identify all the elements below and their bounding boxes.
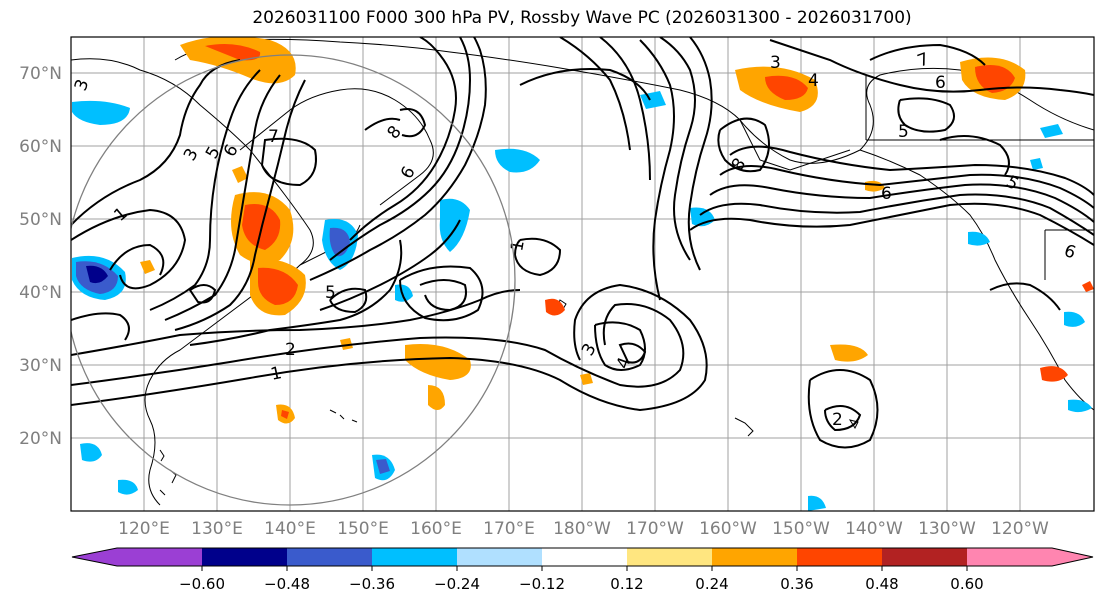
colorbar — [71, 547, 1094, 567]
contour-label-5: 5 — [325, 283, 336, 303]
positive-anomalies — [140, 37, 1094, 424]
anom-neg-pacific-mid — [395, 284, 413, 302]
anom-pos-sea-okhotsk — [232, 166, 248, 183]
pv-contours — [71, 37, 1094, 449]
anom-pos-hawaii-n — [580, 373, 593, 385]
colorbar-bin-5 — [457, 548, 542, 566]
colorbar-bin-6 — [542, 548, 627, 566]
anom-neg-tropics-core — [376, 459, 390, 474]
lat-label-50n: 50°N — [19, 210, 62, 230]
anom-pos-coast — [1082, 281, 1094, 292]
contour-label-4b: 4 — [808, 71, 819, 91]
anom-neg-canada — [1030, 158, 1043, 170]
cb-label-m036: −0.36 — [349, 575, 395, 593]
cb-label-p024: 0.24 — [695, 575, 728, 593]
anom-neg-siberia — [72, 100, 130, 125]
contour-label-3b: 3 — [770, 53, 781, 73]
lat-label-30n: 30°N — [19, 356, 62, 376]
cb-label-m060: −0.60 — [179, 575, 225, 593]
lon-label-120e: 120°E — [118, 519, 170, 539]
region-circle — [71, 54, 516, 506]
anom-pos-bering-core — [765, 75, 808, 100]
lon-label-160e: 160°E — [410, 519, 462, 539]
cb-label-p012: 0.12 — [610, 575, 643, 593]
longitude-labels: 120°E 130°E 140°E 150°E 160°E 170°E 180°… — [118, 519, 1049, 539]
anom-pos-pacific-3-core — [281, 410, 289, 419]
contour-label-2: 2 — [285, 340, 296, 360]
anom-pos-dateline — [545, 298, 565, 316]
colorbar-bin-7 — [627, 548, 712, 566]
cb-label-m048: −0.48 — [264, 575, 310, 593]
anom-pos-pacific-1 — [405, 344, 471, 380]
colorbar-bin-8 — [712, 548, 797, 566]
lon-label-140w: 140°W — [845, 519, 903, 539]
contour-label-6: 6 — [881, 184, 892, 204]
anom-pos-china — [140, 260, 155, 274]
lat-label-60n: 60°N — [19, 137, 62, 157]
map-frame — [70, 36, 1095, 512]
anom-neg-mexico — [1068, 399, 1092, 413]
anom-neg-california — [1064, 311, 1085, 327]
anom-neg-philippines-s — [118, 479, 138, 495]
colorbar-tick-labels: −0.60 −0.48 −0.36 −0.24 −0.12 0.12 0.24 … — [179, 575, 984, 593]
lat-label-20n: 20°N — [19, 429, 62, 449]
lon-label-140e: 140°E — [264, 519, 316, 539]
colorbar-bin-1 — [117, 548, 202, 566]
contour-label-7c: 7 — [268, 127, 279, 147]
lon-label-170w: 170°W — [626, 519, 684, 539]
colorbar-ticks — [201, 566, 968, 571]
anom-neg-china-core — [86, 265, 108, 284]
colorbar-bin-2 — [202, 548, 287, 566]
anom-neg-philippines — [80, 443, 102, 462]
anom-neg-pacific-ne — [495, 148, 540, 173]
lon-label-130w: 130°W — [918, 519, 976, 539]
anom-pos-east-pac — [830, 344, 868, 362]
cb-label-p060: 0.60 — [950, 575, 983, 593]
lon-label-150e: 150°E — [337, 519, 389, 539]
colorbar-outline — [71, 547, 1094, 567]
lat-label-70n: 70°N — [19, 64, 62, 84]
cb-label-p036: 0.36 — [780, 575, 813, 593]
lon-label-120w: 120°W — [991, 519, 1049, 539]
anom-neg-south — [808, 495, 826, 511]
anom-pos-baja — [1040, 366, 1068, 382]
anom-pos-alaska-core — [975, 65, 1015, 93]
contour-label-5b: 5 — [898, 122, 909, 142]
anom-neg-nw-coast — [968, 231, 990, 246]
colorbar-bin-9 — [797, 548, 882, 566]
colorbar-bin-11 — [967, 548, 1052, 566]
colorbar-bin-10 — [882, 548, 967, 566]
colorbar-extend-high — [1052, 548, 1093, 566]
cb-label-m012: −0.12 — [519, 575, 565, 593]
colorbar-bin-3 — [287, 548, 372, 566]
anom-pos-pacific-4 — [340, 338, 353, 350]
contour-label-2b: 2 — [832, 410, 843, 430]
anom-pos-pacific-2 — [428, 385, 445, 410]
map-title: 2026031100 F000 300 hPa PV, Rossby Wave … — [252, 8, 912, 28]
contour-label-6b: 6 — [935, 73, 946, 93]
cb-label-p048: 0.48 — [865, 575, 898, 593]
latitude-labels: 70°N 60°N 50°N 40°N 30°N 20°N — [19, 64, 62, 449]
lon-label-160w: 160°W — [699, 519, 757, 539]
contour-label-1: 1 — [269, 363, 284, 385]
anom-neg-yukon — [1040, 124, 1063, 138]
colorbar-extend-low — [72, 548, 117, 566]
anom-pos-kamchatka-core — [205, 44, 261, 61]
cb-label-m024: −0.24 — [434, 575, 480, 593]
lon-label-150w: 150°W — [772, 519, 830, 539]
lat-label-40n: 40°N — [19, 283, 62, 303]
lon-label-180w: 180°W — [553, 519, 611, 539]
colorbar-bin-4 — [372, 548, 457, 566]
anom-pos-japan-south-core — [258, 267, 298, 305]
lon-label-130e: 130°E — [191, 519, 243, 539]
lon-label-170e: 170°E — [483, 519, 535, 539]
gridlines — [71, 37, 1094, 511]
